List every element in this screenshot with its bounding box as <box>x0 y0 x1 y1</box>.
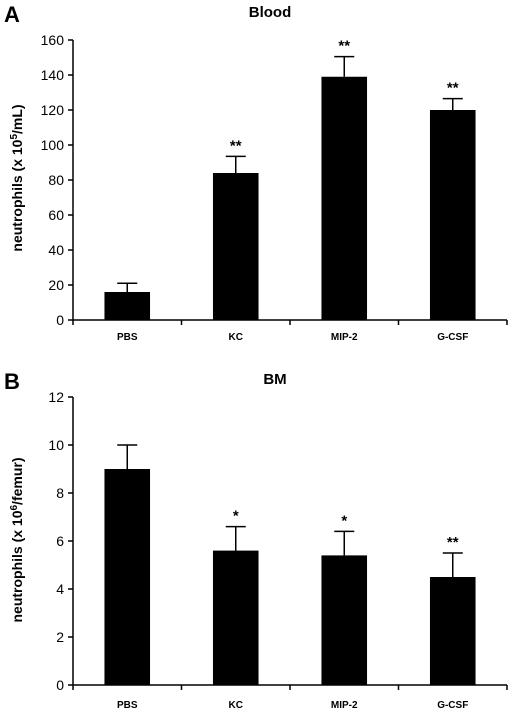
panel-b-y-axis-label: neutrophils (x 106/femur) <box>9 457 26 622</box>
panel-a-bar-pbs <box>104 292 151 320</box>
panel-a-y-tick-label: 160 <box>41 32 65 48</box>
panel-b-bar-pbs <box>104 469 151 685</box>
panel-b-y-tick-label: 4 <box>56 581 64 597</box>
panel-b-significance-kc: * <box>233 508 239 525</box>
panel-a-y-tick-label: 60 <box>48 207 64 223</box>
panel-b-y-tick-label: 12 <box>48 389 64 405</box>
panel-a-y-axis-label: neutrophils (x 105/mL) <box>9 104 26 251</box>
panel-b-y-tick-label: 2 <box>56 629 64 645</box>
panel-a-x-tick-label: MIP-2 <box>331 332 358 343</box>
panel-b-bar-mip-2 <box>321 555 368 685</box>
panel-a-x-tick-label: KC <box>229 332 243 343</box>
panel-a-significance-kc: ** <box>230 137 242 154</box>
panel-a-x-tick-label: G-CSF <box>437 332 468 343</box>
panel-b-x-tick-label: G-CSF <box>437 700 468 711</box>
panel-b-significance-mip-2: * <box>341 512 347 529</box>
panel-a-letter: A <box>4 2 20 27</box>
panel-a-y-tick-label: 80 <box>48 172 64 188</box>
panel-a-significance-g-csf: ** <box>447 80 459 97</box>
panel-a-bar-kc <box>212 173 259 320</box>
panel-a-title: Blood <box>249 4 292 21</box>
panel-a-x-tick-label: PBS <box>117 332 138 343</box>
panel-b-x-tick-label: KC <box>229 700 243 711</box>
panel-b-bar-g-csf <box>429 577 476 685</box>
panel-a-chart: A Blood neutrophils (x 105/mL) 0 20 40 60 80… <box>4 2 508 343</box>
panel-a-bar-g-csf <box>429 110 476 320</box>
panel-a-significance-mip-2: ** <box>338 38 350 55</box>
panel-b-y-tick-label: 0 <box>56 677 64 693</box>
panel-b-x-tick-label: MIP-2 <box>331 700 358 711</box>
panel-b-y-tick-label: 8 <box>56 485 64 501</box>
panel-a-y-tick-label: 140 <box>41 67 65 83</box>
panel-a-y-tick-label: 20 <box>48 277 64 293</box>
panel-b-bar-kc <box>212 550 259 685</box>
panel-a-y-tick-label: 0 <box>56 312 64 328</box>
panel-a-y-tick-label: 120 <box>41 102 65 118</box>
panel-a-y-tick-label: 100 <box>41 137 65 153</box>
panel-b-chart: B BM neutrophils (x 106/femur) 0 2 4 6 8 10 12… <box>4 369 508 711</box>
panel-b-x-tick-label: PBS <box>117 700 138 711</box>
panel-b-significance-g-csf: ** <box>447 534 459 551</box>
panel-a-y-tick-label: 40 <box>48 242 64 258</box>
panel-b-title: BM <box>263 371 286 388</box>
panel-b-letter: B <box>4 369 20 394</box>
panel-b-y-tick-label: 10 <box>48 437 64 453</box>
panel-a-bar-mip-2 <box>321 76 368 320</box>
panel-b-y-tick-label: 6 <box>56 533 64 549</box>
